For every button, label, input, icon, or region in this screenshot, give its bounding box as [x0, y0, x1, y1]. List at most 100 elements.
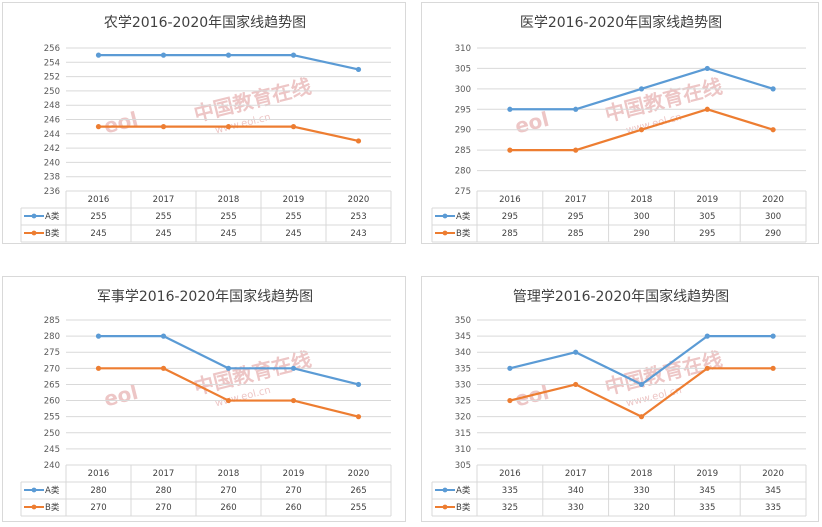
- y-tick-label: 242: [44, 144, 60, 154]
- x-category-label: 2018: [631, 469, 653, 479]
- table-cell-value: 255: [90, 212, 106, 222]
- y-tick-label: 245: [44, 445, 60, 455]
- table-cell-value: 285: [568, 229, 584, 239]
- table-cell-value: 295: [568, 212, 584, 222]
- chart-title: 农学2016-2020年国家线趋势图: [104, 14, 306, 31]
- x-category-label: 2016: [88, 195, 110, 205]
- table-cell-value: 280: [90, 486, 106, 496]
- data-point: [355, 138, 362, 144]
- data-point: [507, 106, 513, 112]
- y-tick-label: 280: [455, 167, 471, 177]
- data-table: 2016 2017 2018 2019 2020 A类 280 280 270 270 265 B类 2…: [20, 465, 392, 517]
- data-point: [507, 365, 513, 371]
- data-table: 2016 2017 2018 2019 2020 A类 295 295 300 305 300 B类 2…: [431, 191, 807, 243]
- y-tick-label: 250: [44, 87, 60, 97]
- y-tick-label: 240: [44, 461, 60, 471]
- y-tick-label: 236: [44, 187, 60, 197]
- x-category-label: 2020: [762, 469, 784, 479]
- y-tick-label: 285: [455, 146, 471, 156]
- y-tick-label: 275: [455, 187, 471, 197]
- table-cell-value: 335: [699, 503, 715, 513]
- y-tick-label: 350: [455, 316, 471, 326]
- data-point: [507, 397, 513, 404]
- data-point: [704, 106, 710, 112]
- table-cell-value: 245: [155, 229, 171, 239]
- data-point: [770, 127, 776, 133]
- y-tick-label: 300: [455, 85, 471, 95]
- legend-marker: [442, 487, 448, 493]
- data-point: [160, 52, 167, 58]
- x-category-label: 2016: [499, 469, 521, 479]
- table-cell-value: 265: [350, 486, 366, 496]
- table-cell-value: 255: [285, 212, 301, 222]
- y-tick-label: 238: [44, 173, 60, 183]
- y-tick-label: 270: [44, 364, 60, 374]
- x-category-label: 2019: [696, 195, 718, 205]
- table-cell-value: 255: [155, 212, 171, 222]
- legend-marker: [442, 230, 448, 236]
- table-cell-value: 280: [155, 486, 171, 496]
- legend-label: B类: [45, 502, 60, 513]
- x-category-label: 2018: [631, 195, 653, 205]
- data-point: [290, 397, 297, 404]
- y-tick-label: 265: [44, 380, 60, 390]
- x-category-label: 2019: [283, 195, 305, 205]
- y-tick-label: 310: [455, 44, 471, 54]
- y-tick-label: 244: [44, 130, 60, 140]
- table-cell-value: 300: [765, 212, 781, 222]
- table-cell-value: 300: [633, 212, 649, 222]
- y-tick-label: 260: [44, 397, 60, 407]
- table-cell-value: 245: [285, 229, 301, 239]
- chart-title: 管理学2016-2020年国家线趋势图: [513, 288, 729, 305]
- legend-label: B类: [456, 502, 471, 513]
- x-category-label: 2020: [762, 195, 784, 205]
- data-point: [770, 86, 776, 92]
- x-category-label: 2020: [348, 469, 370, 479]
- data-point: [290, 52, 297, 58]
- legend-label: A类: [456, 485, 471, 496]
- data-point: [225, 365, 232, 371]
- legend-label: B类: [45, 228, 60, 239]
- y-tick-label: 295: [455, 105, 471, 115]
- y-tick-label: 280: [44, 332, 60, 342]
- table-cell-value: 305: [699, 212, 715, 222]
- y-tick-label: 315: [455, 429, 471, 439]
- table-cell-value: 270: [220, 486, 236, 496]
- x-category-label: 2016: [499, 195, 521, 205]
- data-point: [638, 86, 645, 92]
- data-point: [160, 124, 167, 130]
- table-cell-value: 290: [765, 229, 781, 239]
- y-tick-label: 255: [44, 413, 60, 423]
- table-cell-value: 260: [220, 503, 236, 513]
- legend-marker: [442, 213, 448, 219]
- y-tick-label: 246: [44, 116, 60, 126]
- x-category-label: 2018: [218, 195, 240, 205]
- data-point: [770, 333, 776, 339]
- data-point: [704, 333, 710, 339]
- data-point: [225, 124, 232, 130]
- y-tick-label: 248: [44, 101, 60, 111]
- legend-marker: [31, 213, 37, 219]
- legend-marker: [31, 230, 37, 236]
- data-table: 2016 2017 2018 2019 2020 A类 335 340 330 345 345 B类 3…: [431, 465, 807, 517]
- watermark-logo: eol: [512, 107, 551, 139]
- y-tick-label: 310: [455, 445, 471, 455]
- x-category-label: 2019: [696, 469, 718, 479]
- table-cell-value: 255: [350, 503, 366, 513]
- x-category-label: 2017: [565, 469, 587, 479]
- table-cell-value: 243: [350, 229, 366, 239]
- y-tick-label: 275: [44, 348, 60, 358]
- y-tick-label: 305: [455, 461, 471, 471]
- table-cell-value: 335: [765, 503, 781, 513]
- table-cell-value: 335: [502, 486, 518, 496]
- table-cell-value: 245: [90, 229, 106, 239]
- table-cell-value: 345: [699, 486, 715, 496]
- data-table: 2016 2017 2018 2019 2020 A类 255 255 255 255 253 B类 2…: [20, 191, 392, 243]
- data-point: [638, 414, 645, 420]
